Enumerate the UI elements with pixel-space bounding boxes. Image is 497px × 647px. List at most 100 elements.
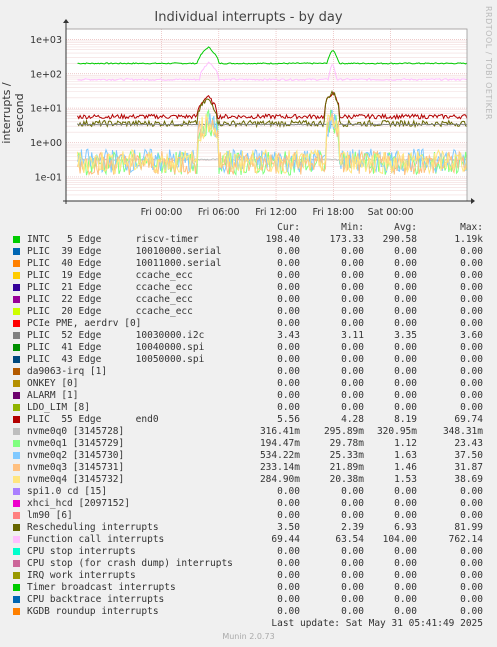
legend-max-value: 81.99 — [454, 522, 483, 533]
legend-min-value: 0.00 — [341, 318, 364, 329]
y-tick-label: 1e+01 — [30, 104, 62, 115]
series-line — [77, 91, 468, 121]
legend-avg-value: 0.00 — [394, 246, 417, 257]
x-tick-label: Fri 18:00 — [312, 207, 354, 218]
legend-min-value: 0.00 — [341, 594, 364, 605]
legend-max-value: 38.69 — [454, 474, 483, 485]
legend-cur-value: 69.44 — [271, 534, 300, 545]
legend-max-value: 0.00 — [460, 306, 483, 317]
legend-swatch — [13, 536, 20, 543]
legend-cur-value: 0.00 — [277, 306, 300, 317]
legend-label: nvme0q3 [3145731] — [27, 462, 125, 473]
legend-avg-value: 1.46 — [394, 462, 417, 473]
legend-label: nvme0q4 [3145732] — [27, 474, 125, 485]
legend-label: IRQ work interrupts — [27, 570, 136, 581]
legend-label: xhci_hcd [2097152] — [27, 498, 130, 509]
legend-header-min: Min: — [341, 222, 364, 233]
x-tick-label: Sat 00:00 — [368, 207, 414, 218]
legend-label: spi1.0 cd [15] — [27, 486, 108, 497]
legend-label: nvme0q1 [3145729] — [27, 438, 125, 449]
legend-label: PLIC 39 Edge 10010000.serial — [27, 246, 222, 257]
legend-row: nvme0q0 [3145728] 316.41m 295.89m 320.95m 34… — [0, 426, 497, 438]
legend-swatch — [13, 572, 20, 579]
legend-max-value: 0.00 — [460, 486, 483, 497]
legend-cur-value: 316.41m — [259, 426, 300, 437]
legend-cur-value: 0.00 — [277, 318, 300, 329]
legend-avg-value: 0.00 — [394, 270, 417, 281]
legend-avg-value: 0.00 — [394, 390, 417, 401]
legend-max-value: 31.87 — [454, 462, 483, 473]
legend-label: PLIC 21 Edge ccache_ecc — [27, 282, 193, 293]
legend-label: nvme0q0 [3145728] — [27, 426, 125, 437]
legend-avg-value: 0.00 — [394, 402, 417, 413]
legend-avg-value: 6.93 — [394, 522, 417, 533]
legend-max-value: 0.00 — [460, 498, 483, 509]
legend-header-avg: Avg: — [394, 222, 417, 233]
legend-swatch — [13, 332, 20, 339]
legend-max-value: 348.31m — [442, 426, 483, 437]
legend-row: PCIe PME, aerdrv [0] 0.00 0.00 0.00 0.00 — [0, 318, 497, 330]
chart-title: Individual interrupts - by day — [154, 10, 343, 25]
legend-swatch — [13, 428, 20, 435]
legend-avg-value: 8.19 — [394, 414, 417, 425]
legend-avg-value: 0.00 — [394, 558, 417, 569]
legend-min-value: 0.00 — [341, 366, 364, 377]
legend-avg-value: 0.00 — [394, 606, 417, 617]
legend-row: ONKEY [0] 0.00 0.00 0.00 0.00 — [0, 378, 497, 390]
legend-swatch — [13, 272, 20, 279]
series-line — [77, 90, 468, 129]
legend-row: LDO_LIM [8] 0.00 0.00 0.00 0.00 — [0, 402, 497, 414]
legend-max-value: 1.19k — [454, 234, 483, 245]
legend-swatch — [13, 560, 20, 567]
legend-row: PLIC 43 Edge 10050000.spi 0.00 0.00 0.00 0.0… — [0, 354, 497, 366]
legend-label: PLIC 52 Edge 10030000.i2c — [27, 330, 205, 341]
legend-avg-value: 0.00 — [394, 378, 417, 389]
legend-row: IRQ work interrupts 0.00 0.00 0.00 0.00 — [0, 570, 497, 582]
legend-label: Function call interrupts — [27, 534, 165, 545]
legend-avg-value: 0.00 — [394, 258, 417, 269]
interrupts-chart: 1e+03 1e+02 1e+01 1e+00 1e-01 Fri 00:00 Fri 06… — [30, 19, 475, 218]
legend-avg-value: 3.35 — [394, 330, 417, 341]
legend-min-value: 0.00 — [341, 498, 364, 509]
legend-max-value: 0.00 — [460, 378, 483, 389]
legend-cur-value: 0.00 — [277, 498, 300, 509]
legend-avg-value: 0.00 — [394, 282, 417, 293]
legend-cur-value: 0.00 — [277, 342, 300, 353]
legend-cur-value: 233.14m — [259, 462, 300, 473]
legend-row: PLIC 22 Edge ccache_ecc 0.00 0.00 0.00 0.00 — [0, 294, 497, 306]
legend-swatch — [13, 404, 20, 411]
legend-min-value: 0.00 — [341, 402, 364, 413]
legend-min-value: 0.00 — [341, 606, 364, 617]
last-update: Last update: Sat May 31 05:41:49 2025 — [271, 618, 483, 629]
legend-min-value: 0.00 — [341, 486, 364, 497]
y-axis-arrow — [63, 19, 69, 23]
x-tick-label: Fri 06:00 — [198, 207, 240, 218]
legend-label: Timer broadcast interrupts — [27, 582, 176, 593]
legend-cur-value: 0.00 — [277, 486, 300, 497]
legend-label: PLIC 41 Edge 10040000.spi — [27, 342, 205, 353]
legend-swatch — [13, 500, 20, 507]
legend-min-value: 4.28 — [341, 414, 364, 425]
series-line — [77, 113, 468, 177]
legend-avg-value: 0.00 — [394, 294, 417, 305]
legend-min-value: 295.89m — [323, 426, 364, 437]
legend-row: INTC 5 Edge riscv-timer 198.40 173.33 290.5… — [0, 234, 497, 246]
series-line — [77, 123, 468, 126]
legend-min-value: 0.00 — [341, 342, 364, 353]
legend-max-value: 0.00 — [460, 510, 483, 521]
legend-row: Timer broadcast interrupts 0.00 0.00 0.00 0.… — [0, 582, 497, 594]
legend-avg-value: 0.00 — [394, 318, 417, 329]
legend-row: spi1.0 cd [15] 0.00 0.00 0.00 0.00 — [0, 486, 497, 498]
legend-avg-value: 0.00 — [394, 306, 417, 317]
legend-swatch — [13, 584, 20, 591]
legend-label: CPU stop interrupts — [27, 546, 136, 557]
legend-max-value: 0.00 — [460, 582, 483, 593]
legend-cur-value: 198.40 — [265, 234, 300, 245]
legend-cur-value: 0.00 — [277, 546, 300, 557]
legend-avg-value: 0.00 — [394, 570, 417, 581]
legend-min-value: 0.00 — [341, 246, 364, 257]
legend-max-value: 0.00 — [460, 402, 483, 413]
legend-row: KGDB roundup interrupts 0.00 0.00 0.00 0.00 — [0, 606, 497, 618]
legend-label: ALARM [1] — [27, 390, 79, 401]
legend-min-value: 0.00 — [341, 282, 364, 293]
